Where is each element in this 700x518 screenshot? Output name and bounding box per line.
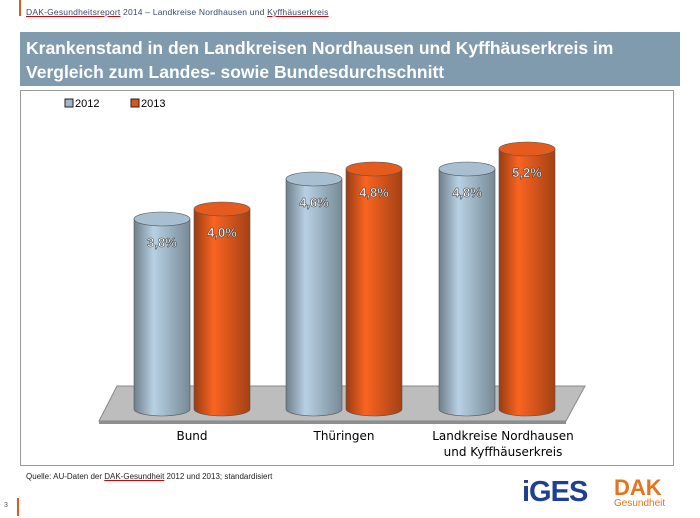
accent-line-bottom [17,498,19,516]
legend-swatch-2012 [64,98,74,108]
category-label: Thüringen [312,429,374,443]
bar-top-2013-2 [498,141,556,157]
bar-2013-0 [193,208,251,417]
source-post: 2012 und 2013; standardisiert [164,472,273,481]
legend-label-2013: 2013 [141,98,165,110]
dak-logo-sub: Gesundheit [614,498,666,509]
bar-2012-1 [285,178,343,417]
legend-swatch-2013 [130,98,140,108]
chart-frame: 2012 2013 3,8% 4,0% Bund 4,6% 4,8% Thüringen 4,8… [20,90,674,466]
source-link: DAK-Gesundheit [104,472,165,481]
bar-top-2012-2 [438,161,496,177]
page-number: 3 [4,502,8,509]
category-label-line: Bund [176,429,207,443]
header-region: Kyffhäuserkreis [267,7,329,17]
bar-top-2013-0 [193,201,251,217]
data-label: 4,8% [452,185,482,200]
data-label: 3,8% [147,235,177,250]
dak-logo: DAK [614,475,662,500]
bar-top-2012-1 [285,171,343,187]
title-bar [20,32,680,86]
source-pre: Quelle: AU-Daten der [26,472,105,481]
data-label: 4,8% [359,185,389,200]
category-label: Landkreise Nordhausen und Kyffhäuserkreis [432,429,574,459]
legend-label-2012: 2012 [75,98,99,110]
source-note: Quelle: AU-Daten der DAK-Gesundheit 2012… [26,472,272,481]
accent-line [19,0,21,16]
bar-top-2013-1 [345,161,403,177]
chart-floor-edge [99,421,566,424]
iges-logo: iGES [522,476,588,508]
data-label: 5,2% [512,165,542,180]
data-label: 4,6% [299,195,329,210]
bar-top-2012-0 [133,211,191,227]
bar-2013-2 [498,148,556,417]
header: DAK-Gesundheitsreport 2014 – Landkreise … [26,7,329,17]
category-label-line: Landkreise Nordhausen [432,429,574,443]
bar-chart: 2012 2013 3,8% 4,0% Bund 4,6% 4,8% Thüringen 4,8… [64,98,586,459]
bar-2013-1 [345,168,403,417]
data-label: 4,0% [207,225,237,240]
category-label-line: und Kyffhäuserkreis [444,445,563,459]
category-label: Bund [176,429,207,443]
page-title: Krankenstand in den Landkreisen Nordhaus… [26,38,614,82]
category-label-line: Thüringen [312,429,374,443]
bar-2012-0 [133,218,191,417]
bar-2012-2 [438,168,496,417]
header-brand: DAK-Gesundheitsreport [26,7,121,17]
header-text: 2014 – Landkreise Nordhausen und [120,7,268,17]
